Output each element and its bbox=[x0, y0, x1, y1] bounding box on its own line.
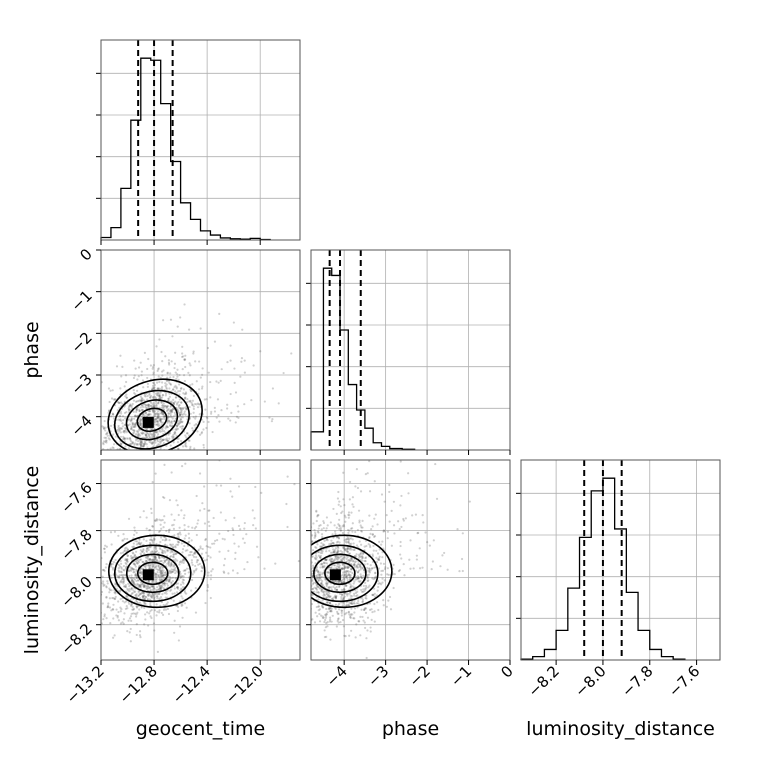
density-contour bbox=[324, 561, 356, 586]
x-geocent_time-tick-label: −12.0 bbox=[222, 662, 267, 707]
y-phase-tick-label: −2 bbox=[67, 328, 95, 356]
hist-panel-phase bbox=[306, 249, 511, 451]
histogram-phase bbox=[310, 267, 416, 450]
hist-panel-geocent_time bbox=[96, 39, 301, 241]
sample-points bbox=[311, 460, 471, 660]
x-axis-label-luminosity_distance: luminosity_distance bbox=[526, 718, 715, 740]
panel-frame bbox=[310, 249, 511, 451]
y-phase-tick-label: −4 bbox=[67, 412, 95, 440]
density-contour bbox=[113, 544, 192, 603]
y-axis-label-luminosity_distance: luminosity_distance bbox=[21, 466, 43, 655]
density-peak bbox=[142, 569, 154, 581]
x-phase-tick-label: −2 bbox=[406, 662, 434, 690]
panel-frame bbox=[310, 459, 511, 661]
density-contour bbox=[313, 553, 367, 594]
x-phase-tick-label: −1 bbox=[447, 662, 475, 690]
x-phase-tick-label: 0 bbox=[497, 662, 516, 681]
y-phase-tick-label: 0 bbox=[76, 245, 95, 264]
panel-content bbox=[101, 303, 293, 450]
hist-panel-luminosity_distance bbox=[516, 459, 721, 661]
histogram-geocent_time bbox=[100, 57, 271, 241]
density-contour bbox=[136, 407, 168, 433]
panel-content bbox=[311, 460, 471, 660]
density-contour bbox=[125, 553, 180, 594]
x-luminosity_distance-tick-label: −7.6 bbox=[665, 662, 703, 700]
y-phase-tick-label: −1 bbox=[67, 287, 95, 315]
density-peak bbox=[142, 416, 154, 428]
panel-content bbox=[101, 460, 300, 653]
density-contour bbox=[136, 561, 169, 586]
x-phase-tick-label: −4 bbox=[323, 662, 351, 690]
y-phase-tick-label: −3 bbox=[67, 370, 95, 398]
x-luminosity_distance-tick-label: −8.2 bbox=[524, 662, 562, 700]
scatter-panel-geocent_time-vs-phase bbox=[100, 249, 301, 451]
y-luminosity_distance-tick-label: −8.0 bbox=[57, 573, 95, 611]
y-axis-label-phase: phase bbox=[21, 321, 43, 378]
panel-frame bbox=[100, 459, 301, 661]
scatter-panel-phase-vs-luminosity_distance bbox=[310, 459, 511, 661]
panel-frame bbox=[100, 39, 301, 241]
density-contour bbox=[125, 399, 179, 441]
x-axis-label-phase: phase bbox=[382, 718, 439, 740]
density-peak bbox=[329, 569, 341, 581]
density-contour bbox=[113, 389, 190, 450]
density-contour bbox=[107, 534, 206, 609]
y-luminosity_distance-tick-label: −7.8 bbox=[57, 526, 95, 564]
x-geocent_time-tick-label: −13.2 bbox=[63, 662, 108, 707]
x-geocent_time-tick-label: −12.4 bbox=[169, 662, 214, 707]
x-phase-tick-label: −3 bbox=[364, 662, 392, 690]
x-luminosity_distance-tick-label: −7.8 bbox=[618, 662, 656, 700]
y-luminosity_distance-tick-label: −7.6 bbox=[57, 479, 95, 517]
panel-frame bbox=[100, 249, 301, 451]
density-contour bbox=[107, 378, 203, 450]
x-luminosity_distance-tick-label: −8.0 bbox=[571, 662, 609, 700]
y-luminosity_distance-tick-label: −8.2 bbox=[57, 620, 95, 658]
sample-points bbox=[101, 460, 300, 653]
panel-frame bbox=[520, 459, 721, 661]
density-contour bbox=[311, 544, 379, 603]
scatter-panel-geocent_time-vs-luminosity_distance bbox=[100, 459, 301, 661]
density-contour bbox=[311, 534, 393, 609]
x-axis-label-geocent_time: geocent_time bbox=[136, 718, 265, 740]
x-geocent_time-tick-label: −12.8 bbox=[116, 662, 161, 707]
